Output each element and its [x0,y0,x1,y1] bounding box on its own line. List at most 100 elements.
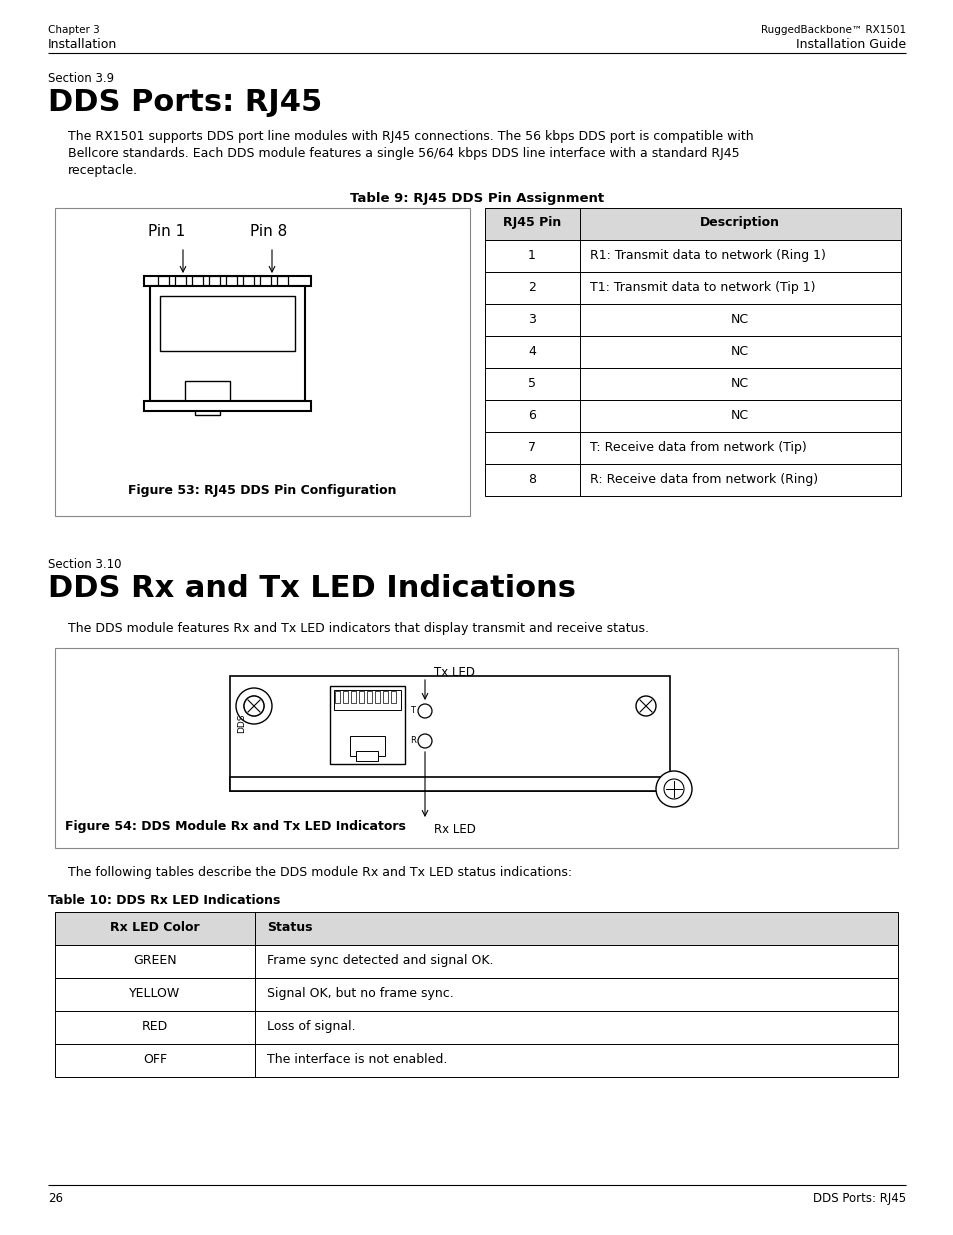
Text: T: Receive data from network (Tip): T: Receive data from network (Tip) [589,441,806,454]
Text: NC: NC [730,345,748,358]
Text: receptacle.: receptacle. [68,164,138,177]
Bar [484,207,900,240]
Text: 5: 5 [527,377,536,390]
Bar [55,978,897,1011]
Text: Pin 8: Pin 8 [250,224,287,240]
Bar [144,275,311,287]
Text: DDS Rx and Tx LED Indications: DDS Rx and Tx LED Indications [48,574,576,603]
Text: Frame sync detected and signal OK.: Frame sync detected and signal OK. [267,953,493,967]
Bar [358,692,364,703]
Bar [243,275,253,298]
Bar [150,287,305,401]
Bar [484,272,900,304]
Text: GREEN: GREEN [133,953,176,967]
Text: Installation Guide: Installation Guide [795,38,905,51]
Bar [350,736,385,756]
Text: Status: Status [267,921,313,934]
Bar [343,692,348,703]
Text: 1: 1 [528,249,536,262]
Text: The interface is not enabled.: The interface is not enabled. [267,1053,447,1066]
Text: R: Receive data from network (Ring): R: Receive data from network (Ring) [589,473,818,487]
Bar [55,1044,897,1077]
Bar [484,432,900,464]
Text: Table 10: DDS Rx LED Indications: Table 10: DDS Rx LED Indications [48,894,280,906]
Text: The following tables describe the DDS module Rx and Tx LED status indications:: The following tables describe the DDS mo… [68,866,572,879]
Circle shape [417,734,432,748]
Bar [484,368,900,400]
Text: DDS: DDS [237,714,246,732]
Text: Chapter 3: Chapter 3 [48,25,100,35]
Circle shape [244,697,264,716]
Bar [367,692,372,703]
Bar [484,464,900,496]
Text: NC: NC [730,312,748,326]
Circle shape [417,704,432,718]
Bar [194,401,220,415]
Text: RJ45 Pin: RJ45 Pin [502,216,560,228]
Text: DDS Ports: RJ45: DDS Ports: RJ45 [812,1192,905,1205]
Bar [484,240,900,272]
Circle shape [235,688,272,724]
Circle shape [636,697,656,716]
Text: NC: NC [730,409,748,422]
Bar [158,275,169,298]
Circle shape [663,779,683,799]
Text: 8: 8 [527,473,536,487]
Text: RuggedBackbone™ RX1501: RuggedBackbone™ RX1501 [760,25,905,35]
Text: T1: Transmit data to network (Tip 1): T1: Transmit data to network (Tip 1) [589,282,815,294]
Bar [144,401,311,411]
Text: DDS Ports: RJ45: DDS Ports: RJ45 [48,88,322,117]
Bar [355,751,377,761]
Text: Section 3.9: Section 3.9 [48,72,114,85]
Text: Rx LED Color: Rx LED Color [111,921,199,934]
Bar [160,296,294,351]
Bar [185,382,230,401]
Bar [226,275,236,298]
Text: R: R [410,736,416,745]
Text: Rx LED: Rx LED [434,823,476,836]
Text: 7: 7 [527,441,536,454]
Bar [174,275,186,298]
Bar [276,275,288,298]
Text: NC: NC [730,377,748,390]
Text: OFF: OFF [143,1053,167,1066]
Text: Table 9: RJ45 DDS Pin Assignment: Table 9: RJ45 DDS Pin Assignment [350,191,603,205]
Bar [484,304,900,336]
Text: 4: 4 [528,345,536,358]
Circle shape [244,697,264,716]
Text: Pin 1: Pin 1 [148,224,185,240]
Bar [209,275,220,298]
Bar [335,692,339,703]
Text: Tx LED: Tx LED [434,666,475,679]
Text: Bellcore standards. Each DDS module features a single 56/64 kbps DDS line interf: Bellcore standards. Each DDS module feat… [68,147,739,161]
Text: 2: 2 [528,282,536,294]
Bar [484,336,900,368]
Text: Figure 54: DDS Module Rx and Tx LED Indicators: Figure 54: DDS Module Rx and Tx LED Indi… [65,820,405,832]
Bar [192,275,203,298]
Text: Description: Description [700,216,780,228]
Text: The RX1501 supports DDS port line modules with RJ45 connections. The 56 kbps DDS: The RX1501 supports DDS port line module… [68,130,753,143]
Bar [55,945,897,978]
Text: Loss of signal.: Loss of signal. [267,1020,355,1032]
Text: RED: RED [142,1020,168,1032]
Bar [230,777,669,790]
Bar [375,692,379,703]
Bar [55,911,897,945]
Text: Figure 53: RJ45 DDS Pin Configuration: Figure 53: RJ45 DDS Pin Configuration [128,484,395,496]
Bar [330,685,405,764]
Text: Section 3.10: Section 3.10 [48,558,121,571]
Text: The DDS module features Rx and Tx LED indicators that display transmit and recei: The DDS module features Rx and Tx LED in… [68,622,648,635]
Text: Signal OK, but no frame sync.: Signal OK, but no frame sync. [267,987,454,1000]
Text: Installation: Installation [48,38,117,51]
Bar [55,207,470,516]
Text: 3: 3 [528,312,536,326]
Bar [55,648,897,848]
Bar [391,692,395,703]
Text: T: T [410,706,416,715]
Bar [351,692,355,703]
Bar [382,692,388,703]
Text: YELLOW: YELLOW [130,987,180,1000]
Bar [230,676,669,790]
Text: R1: Transmit data to network (Ring 1): R1: Transmit data to network (Ring 1) [589,249,825,262]
Bar [55,1011,897,1044]
